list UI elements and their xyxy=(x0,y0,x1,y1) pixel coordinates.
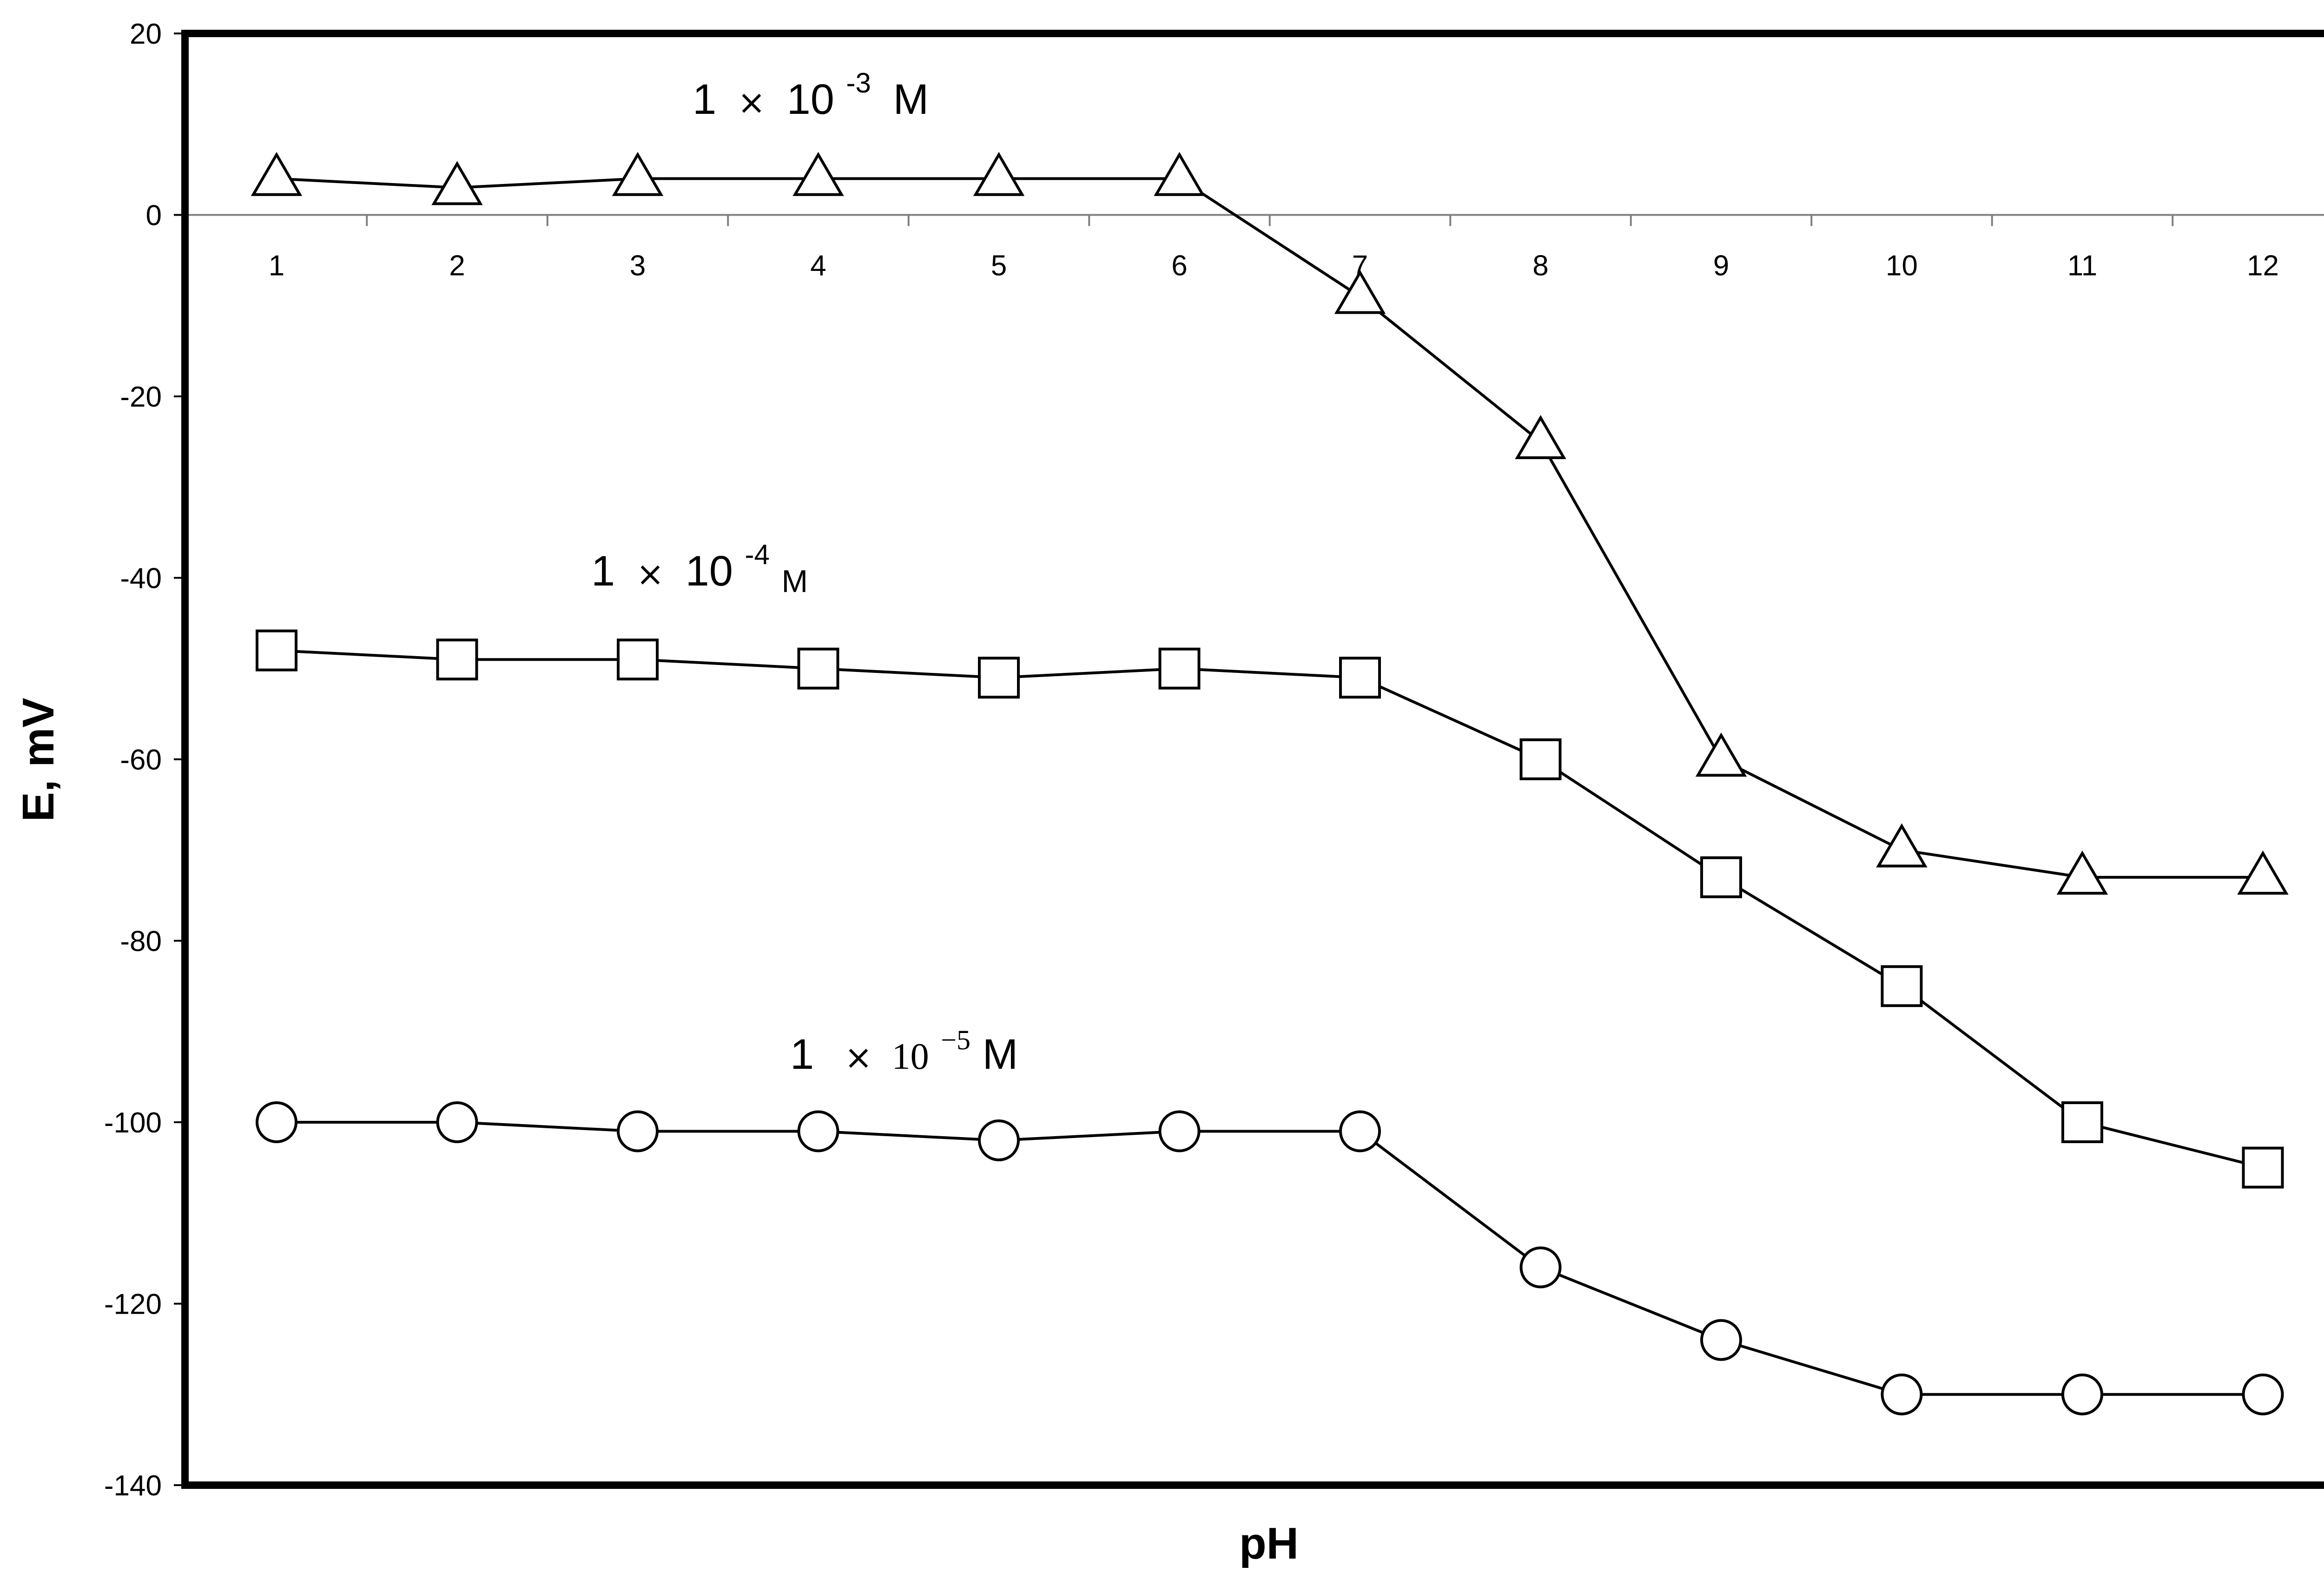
series-2-point-2 xyxy=(617,1110,659,1152)
y-tick-label-4: -60 xyxy=(120,744,162,776)
x-tick-label-9: 10 xyxy=(1886,250,1918,282)
series-2-point-11 xyxy=(2242,1373,2284,1415)
series-0-line xyxy=(276,177,2263,879)
series-1-line xyxy=(276,649,2264,1169)
y-tick-label-5: -80 xyxy=(120,926,162,958)
series-2-point-10 xyxy=(2061,1373,2103,1415)
x-tick-label-7: 8 xyxy=(1532,250,1548,282)
x-axis-tick-labels: 1 2 3 4 5 6 7 8 9 10 11 12 xyxy=(269,250,2279,282)
series-label-1e-4-coef: 1 xyxy=(591,547,615,595)
series-1-point-5 xyxy=(1158,647,1201,690)
x-tick-label-4: 5 xyxy=(991,250,1007,282)
y-tick-label-6: -100 xyxy=(104,1107,162,1139)
series-1-point-10 xyxy=(2061,1101,2103,1143)
series-label-1e-5-base: 10 xyxy=(892,1036,929,1077)
y-tick-label-7: -120 xyxy=(104,1289,162,1321)
y-tick-label-1: 0 xyxy=(146,200,162,232)
series-label-1e-3-base: 10 xyxy=(787,76,834,123)
series-0 xyxy=(251,151,2289,895)
series-0-point-8 xyxy=(1695,732,1747,777)
series-1-point-7 xyxy=(1519,738,1562,780)
x-tick-label-0: 1 xyxy=(269,250,284,282)
series-1-point-2 xyxy=(617,638,659,681)
x-axis-title: pH xyxy=(1239,1519,1299,1568)
series-1-point-6 xyxy=(1339,657,1381,699)
series-2 xyxy=(256,1101,2284,1415)
series-2-line xyxy=(277,1121,2263,1396)
series-0-point-6 xyxy=(1334,270,1386,314)
series-1 xyxy=(256,629,2284,1189)
series-0-point-1 xyxy=(431,161,483,205)
y-axis-tick-labels: 20 0 -20 -40 -60 -80 -100 -120 -140 xyxy=(104,18,162,1502)
series-1-point-9 xyxy=(1881,965,1923,1007)
series-2-point-3 xyxy=(797,1110,839,1152)
series-2-point-9 xyxy=(1881,1373,1923,1415)
series-0-point-2 xyxy=(612,151,664,196)
series-2-point-5 xyxy=(1158,1110,1201,1152)
series-0-point-0 xyxy=(251,151,303,196)
series-label-1e-5: 1 × 10 −5 M xyxy=(790,1011,1018,1078)
series-2-point-6 xyxy=(1339,1110,1381,1152)
series-0-point-5 xyxy=(1154,151,1205,196)
series-label-1e-4-unit: M xyxy=(781,564,808,599)
x-tick-label-2: 3 xyxy=(630,250,646,282)
series-0-point-9 xyxy=(1876,823,1928,868)
series-label-1e-5-exp: −5 xyxy=(941,1025,971,1055)
y-tick-label-0: 20 xyxy=(130,18,162,50)
y-axis-title: E, mV xyxy=(13,698,63,822)
plot-frame xyxy=(181,30,2324,1489)
series-1-point-1 xyxy=(436,638,478,681)
y-axis-ticks xyxy=(174,33,185,1486)
series-2-point-4 xyxy=(978,1119,1020,1162)
series-label-1e-4-base: 10 xyxy=(686,547,733,595)
y-tick-label-2: -20 xyxy=(120,381,162,413)
series-1-point-0 xyxy=(256,629,297,671)
x-tick-label-10: 11 xyxy=(2067,250,2097,282)
series-label-1e-5-coef: 1 xyxy=(790,1031,814,1078)
series-1-point-8 xyxy=(1700,856,1742,898)
series-0-point-10 xyxy=(2056,850,2108,895)
series-1-point-4 xyxy=(978,657,1020,699)
series-2-point-1 xyxy=(436,1101,478,1143)
series-0-point-3 xyxy=(792,151,844,196)
series-layer xyxy=(251,151,2289,1415)
series-label-1e-3-exp: -3 xyxy=(846,67,871,99)
series-label-1e-4: 1 × 10 -4 M xyxy=(591,526,808,599)
x-tick-label-8: 9 xyxy=(1713,250,1729,282)
series-2-point-7 xyxy=(1519,1246,1562,1289)
series-label-1e-4-times: × xyxy=(636,554,664,593)
y-tick-label-3: -40 xyxy=(120,563,162,595)
series-label-1e-5-unit: M xyxy=(983,1031,1018,1078)
series-1-point-11 xyxy=(2242,1146,2284,1189)
series-label-1e-3-times: × xyxy=(738,83,766,122)
series-label-1e-4-exp: -4 xyxy=(745,539,770,570)
series-0-point-11 xyxy=(2237,850,2289,895)
x-tick-label-3: 4 xyxy=(810,250,826,282)
series-label-1e-3-coef: 1 xyxy=(693,76,716,123)
x-tick-label-11: 12 xyxy=(2247,250,2279,282)
series-2-point-8 xyxy=(1700,1319,1742,1361)
series-2-point-0 xyxy=(256,1101,297,1143)
y-tick-label-8: -140 xyxy=(104,1470,162,1502)
series-1-point-3 xyxy=(797,647,839,690)
series-label-1e-3: 1 × 10 -3 M xyxy=(693,54,929,123)
x-tick-label-5: 6 xyxy=(1171,250,1187,282)
series-0-point-4 xyxy=(973,151,1025,196)
x-tick-label-1: 2 xyxy=(449,250,465,282)
series-0-point-7 xyxy=(1515,415,1566,460)
series-label-1e-5-times: × xyxy=(845,1038,872,1077)
series-label-1e-3-unit: M xyxy=(893,76,929,123)
